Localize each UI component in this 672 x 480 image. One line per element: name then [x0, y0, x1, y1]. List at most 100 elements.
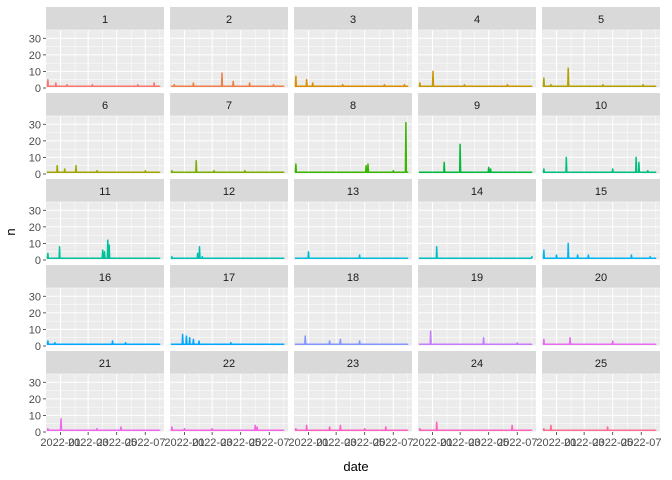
strip-label: 25: [595, 358, 607, 370]
strip-label: 11: [99, 186, 110, 198]
strip-label: 6: [102, 100, 108, 112]
y-tick-label: 0: [35, 169, 41, 181]
y-axis-title: n: [3, 228, 18, 235]
x-tick-label: 2022-07: [621, 437, 661, 449]
strip-background: [418, 93, 536, 116]
strip-label: 7: [226, 100, 232, 112]
series-line-11: [46, 239, 161, 260]
strip-background: [418, 179, 536, 202]
facet-panel-2: 2: [170, 7, 288, 89]
strip-label: 23: [347, 358, 359, 370]
x-tick-label: 2022-01: [288, 437, 328, 449]
facet-panel-7: 7: [170, 93, 288, 175]
strip-label: 4: [474, 14, 480, 26]
strip-background: [294, 351, 412, 374]
y-tick-label: 20: [29, 394, 41, 406]
facet-panel-3: 3: [294, 7, 412, 89]
y-tick-label: 10: [29, 152, 41, 164]
facet-panel-1: 1: [46, 7, 164, 89]
series-line-5: [542, 67, 657, 88]
strip-label: 18: [347, 272, 359, 284]
facet-panel-5: 5: [542, 7, 660, 89]
facet-panel-9: 9: [418, 93, 536, 175]
series-line-20: [542, 336, 657, 346]
strip-background: [294, 265, 412, 288]
series-line-16: [46, 340, 161, 346]
panel-background: [46, 116, 164, 174]
facet-panel-25: 25: [542, 351, 660, 433]
strip-label: 21: [99, 358, 111, 370]
x-tick-label: 2022-01: [40, 437, 80, 449]
panel-background: [418, 288, 536, 346]
y-tick-label: 20: [29, 136, 41, 148]
panel-background: [46, 30, 164, 88]
y-tick-label: 0: [35, 341, 41, 353]
strip-label: 20: [595, 272, 607, 284]
facet-panel-6: 6: [46, 93, 164, 175]
strip-background: [170, 351, 288, 374]
panel-background: [542, 288, 660, 346]
panel-background: [294, 202, 412, 260]
y-tick-label: 30: [29, 119, 41, 131]
panel-background: [170, 30, 288, 88]
facet-panel-15: 15: [542, 179, 660, 261]
y-tick-label: 0: [35, 255, 41, 267]
x-tick-label: 2022-05: [97, 437, 137, 449]
y-tick-label: 20: [29, 222, 41, 234]
panel-background: [542, 116, 660, 174]
y-tick-label: 30: [29, 377, 41, 389]
series-line-17: [170, 333, 285, 346]
facet-panel-12: 12: [170, 179, 288, 261]
strip-background: [170, 93, 288, 116]
series-line-23: [294, 424, 409, 432]
x-axis-title: date: [343, 459, 368, 474]
x-tick-label: 2022-03: [68, 437, 108, 449]
x-tick-label: 2022-03: [316, 437, 356, 449]
x-tick-label: 2022-03: [192, 437, 232, 449]
panel-background: [542, 30, 660, 88]
series-line-1: [46, 78, 161, 88]
series-line-14: [418, 245, 534, 260]
series-line-19: [418, 330, 533, 346]
series-line-2: [170, 72, 285, 88]
series-line-13: [294, 250, 409, 260]
y-tick-label: 30: [29, 291, 41, 303]
panel-background: [418, 374, 536, 432]
facet-panel-19: 19: [418, 265, 536, 347]
x-tick-label: 2022-05: [345, 437, 385, 449]
strip-label: 14: [471, 186, 483, 198]
series-line-22: [170, 424, 285, 432]
panel-background: [418, 30, 536, 88]
strip-background: [542, 179, 660, 202]
panel-background: [294, 288, 412, 346]
strip-background: [294, 93, 412, 116]
strip-label: 15: [595, 186, 607, 198]
series-line-3: [294, 75, 409, 88]
panel-background: [418, 202, 536, 260]
panel-background: [294, 116, 412, 174]
series-line-9: [418, 143, 533, 174]
facet-panel-16: 16: [46, 265, 164, 347]
series-line-21: [46, 417, 161, 432]
strip-label: 17: [223, 272, 235, 284]
facet-panel-22: 22: [170, 351, 288, 433]
panel-background: [46, 288, 164, 346]
series-line-8: [294, 121, 409, 174]
panel-background: [294, 30, 412, 88]
series-line-18: [294, 335, 409, 346]
y-tick-label: 10: [29, 324, 41, 336]
strip-background: [542, 93, 660, 116]
y-tick-label: 30: [29, 33, 41, 45]
strip-label: 2: [226, 14, 232, 26]
x-tick-label: 2022-01: [164, 437, 204, 449]
strip-label: 22: [223, 358, 235, 370]
strip-label: 3: [350, 14, 356, 26]
x-tick-label: 2022-03: [440, 437, 480, 449]
strip-background: [170, 7, 288, 30]
x-tick-label: 2022-05: [469, 437, 509, 449]
series-line-4: [418, 70, 533, 88]
strip-background: [542, 351, 660, 374]
y-tick-label: 10: [29, 66, 41, 78]
strip-background: [294, 7, 412, 30]
